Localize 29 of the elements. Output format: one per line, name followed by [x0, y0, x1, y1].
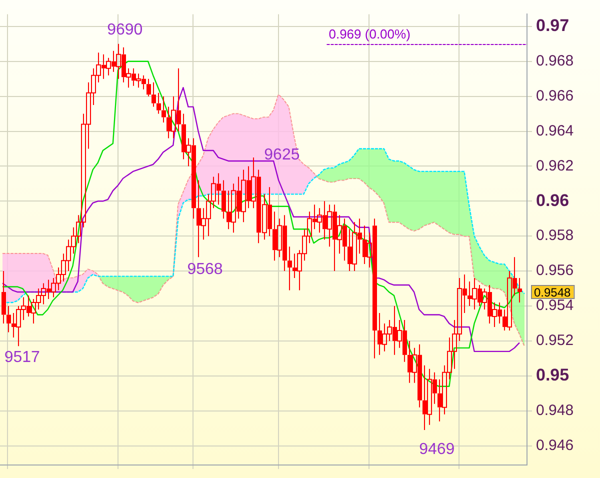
candlestick [152, 82, 156, 108]
candlestick [6, 305, 11, 333]
y-tick-label: 0.958 [536, 227, 574, 244]
y-tick-label: 0.96 [536, 190, 570, 210]
y-tick-label: 0.966 [536, 87, 574, 104]
y-tick-label: 0.95 [536, 366, 570, 385]
candlestick [288, 246, 292, 291]
candlestick [222, 180, 226, 220]
y-tick-label: 0.968 [536, 52, 574, 70]
text: 0.9548 [534, 285, 572, 300]
annotation: 9469 [419, 441, 455, 458]
annotation: 9690 [107, 21, 143, 38]
y-tick-label: 0.964 [536, 122, 574, 140]
candlestick [146, 78, 151, 97]
annotation: 9625 [264, 146, 300, 164]
y-tick-label: 0.948 [536, 402, 574, 419]
candlestick [518, 278, 522, 304]
y-tick-label: 0.946 [536, 436, 574, 454]
y-tick-label: 0.97 [536, 16, 570, 36]
y-tick-label: 0.952 [536, 332, 574, 350]
y-tick-label: 0.956 [536, 262, 574, 280]
y-tick-label: 0.962 [536, 157, 574, 174]
annotation: 9517 [4, 349, 40, 366]
candlestick [2, 270, 6, 324]
annotation: 9568 [187, 261, 223, 278]
candlestick [156, 92, 161, 114]
y-tick-label: 0.954 [536, 297, 574, 314]
candlestick [162, 96, 166, 124]
ref-line-label: 0.969 (0.00%) [328, 26, 410, 42]
